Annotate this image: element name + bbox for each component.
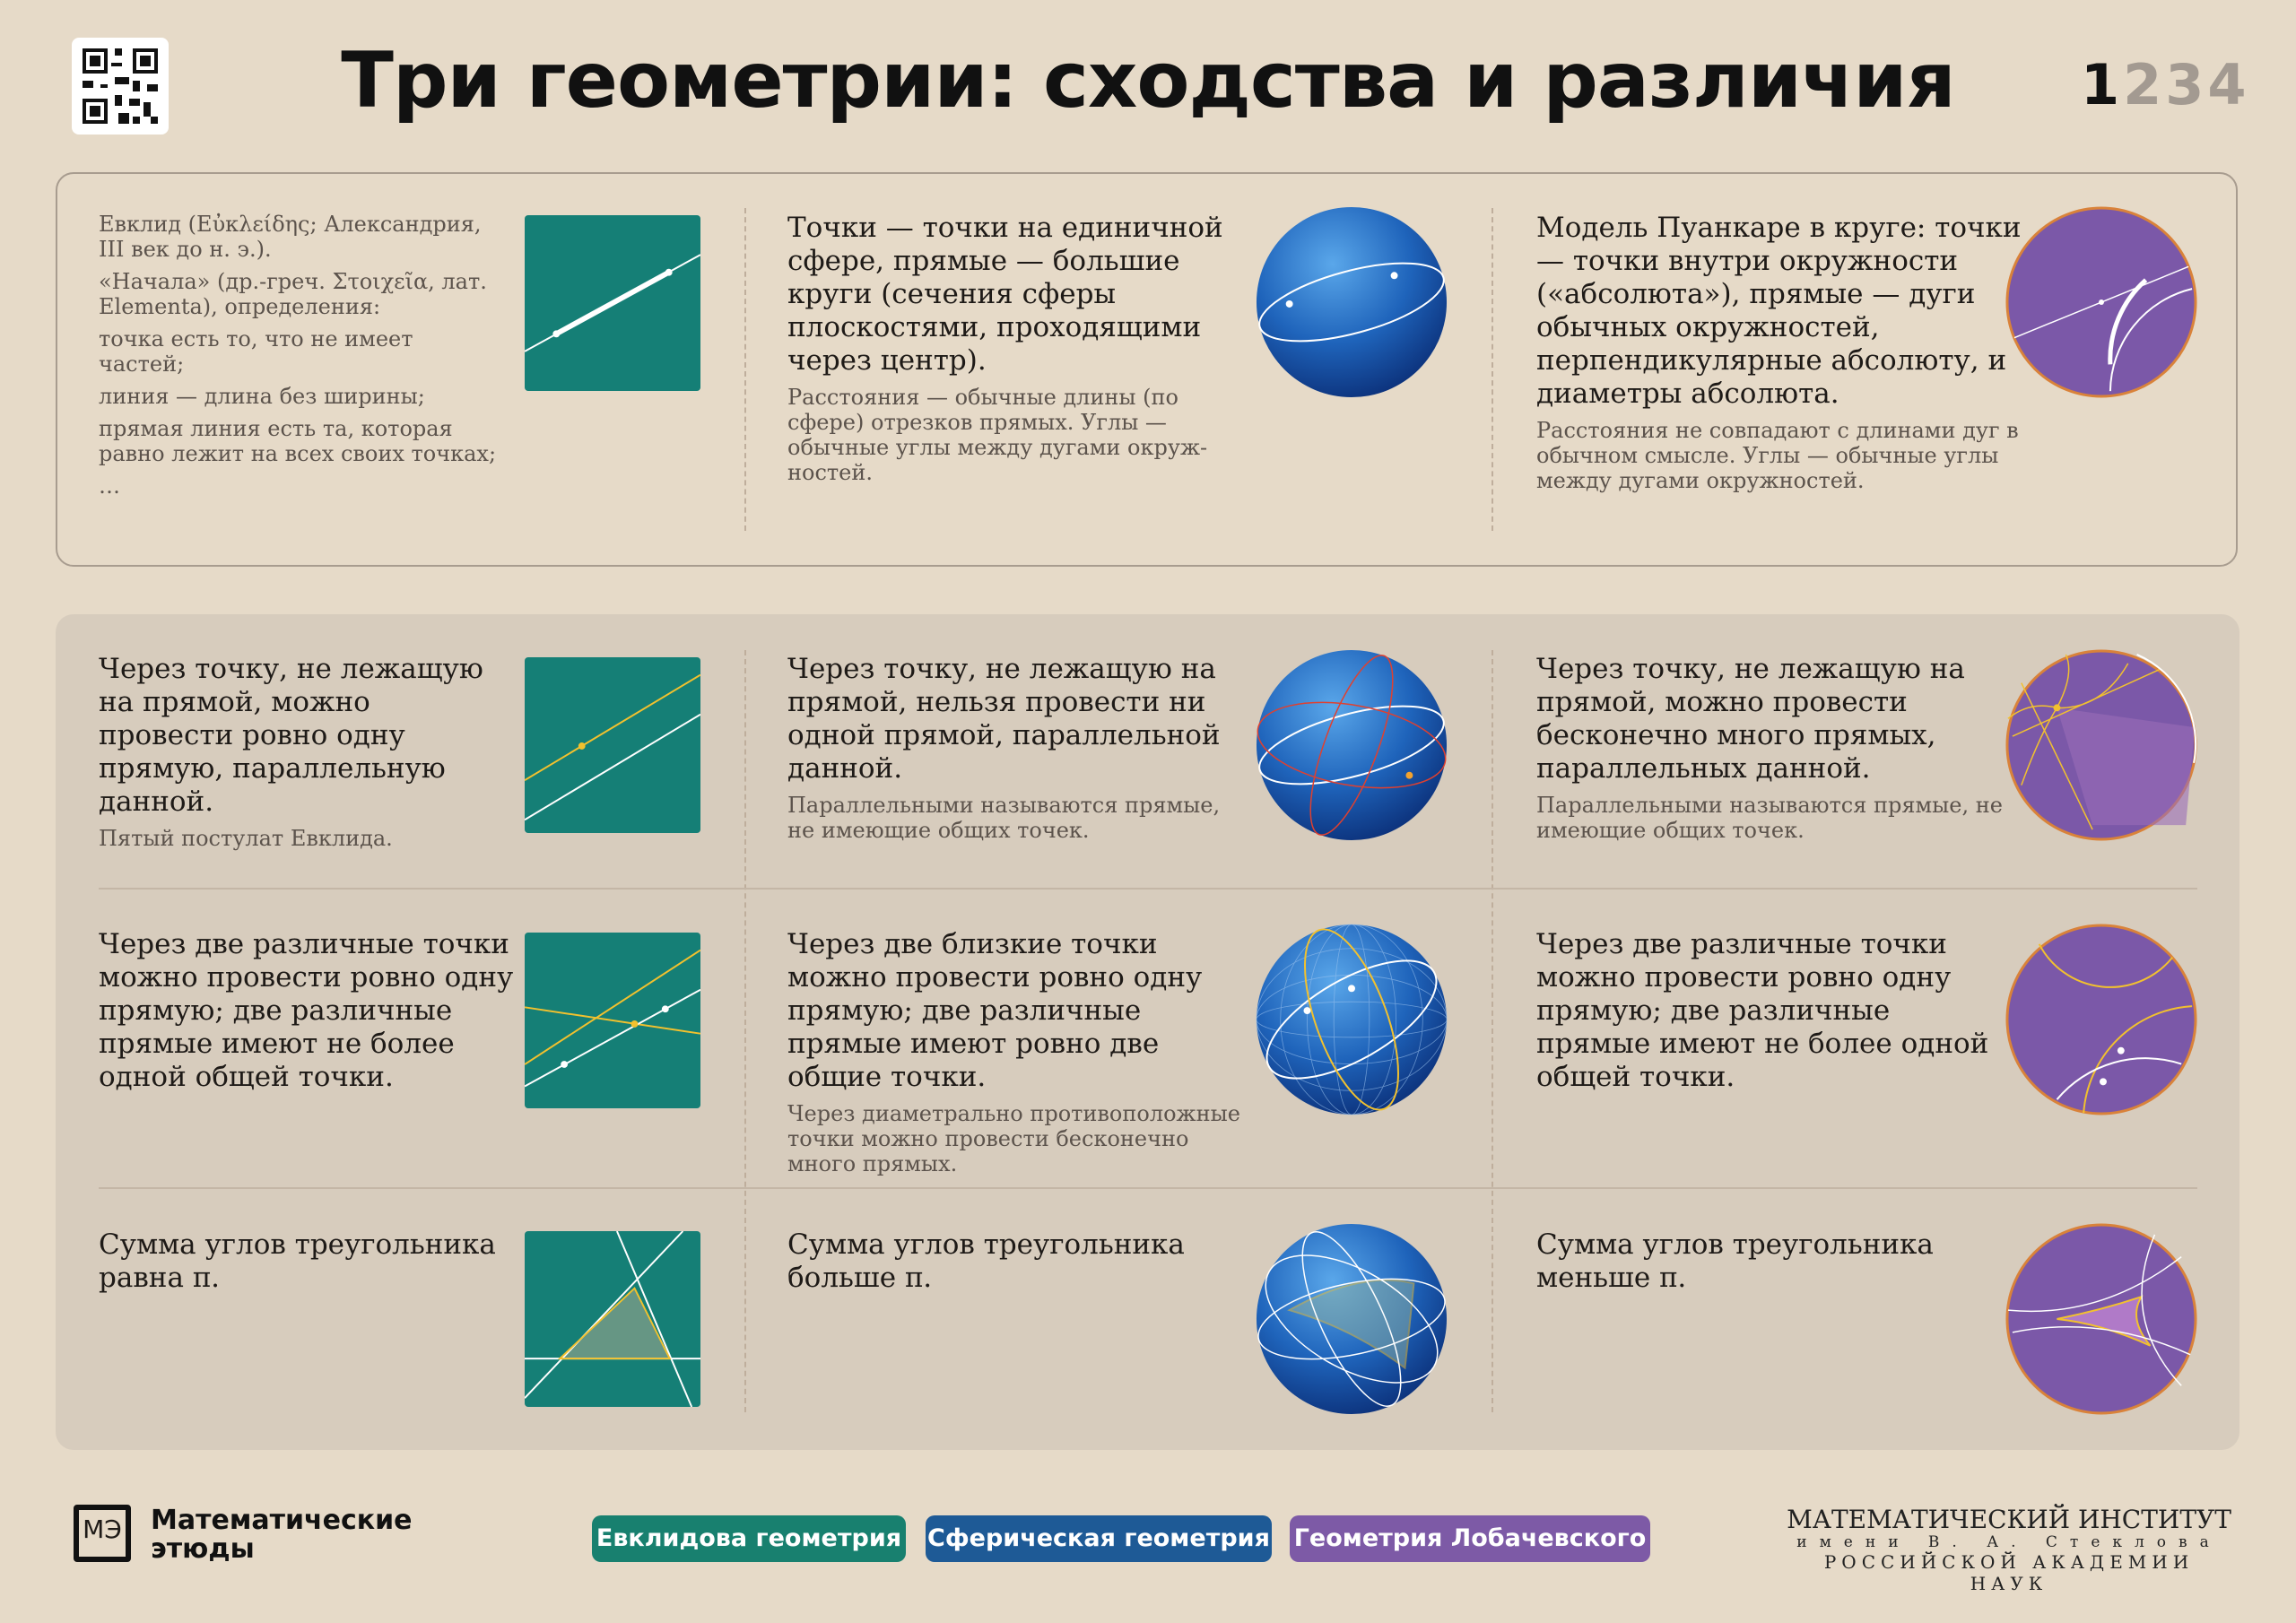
note: Параллельными называются прямые, не имею… — [1536, 793, 2003, 843]
note: Через диаметрально противополож­ные точк… — [787, 1101, 1240, 1176]
euclid-model-illustration — [525, 215, 700, 391]
column-divider — [1492, 208, 1493, 531]
row1-euclid-text: Через точку, не лежащую на прямой, можно… — [99, 653, 511, 851]
row3-lobachevsky-text: Сумма углов треугольника меньше π. — [1536, 1228, 2003, 1295]
sphere-model-illustration — [1256, 206, 1448, 398]
legend-euclid: Евклидова геометрия — [592, 1515, 906, 1562]
poincare-parallel-illustration — [2005, 649, 2197, 841]
note: Расстояния — обычные длины (по сфере) от… — [787, 385, 1208, 485]
statement: Сумма углов треугольника больше π. — [787, 1228, 1185, 1294]
row2-lobachevsky-text: Через две различные точки можно провести… — [1536, 928, 2003, 1094]
description: Точки — точки на единичной сфере, прямые… — [787, 212, 1223, 377]
row-divider — [99, 1187, 2197, 1189]
column-divider — [1492, 650, 1493, 1412]
row3-spherical-text: Сумма углов треугольника больше π. — [787, 1228, 1236, 1295]
row-divider — [99, 888, 2197, 890]
legend-lobachevsky: Геометрия Лобачевского — [1290, 1515, 1650, 1562]
legend-spherical: Сферическая геометрия — [926, 1515, 1272, 1562]
note: прямая линия есть та, которая равно лежи… — [99, 416, 497, 466]
statement: Через точку, не лежащую на прямой, нельз… — [787, 653, 1221, 785]
statement: Через точку, не лежащую на прямой, можно… — [99, 653, 483, 818]
statement: Через точку, не лежащую на прямой, можно… — [1536, 653, 1965, 785]
models-panel — [56, 172, 2238, 567]
statement: Сумма углов треугольника меньше π. — [1536, 1228, 1934, 1294]
column-divider — [744, 650, 746, 1412]
note: «Начала» (др.-греч. Στοιχεῖα, лат. Eleme… — [99, 269, 487, 319]
statement: Через две различные точки можно провести… — [99, 928, 514, 1093]
euclid-triangle-illustration — [525, 1231, 700, 1407]
note: Расстояния не совпадают с длинами дуг в … — [1536, 418, 2019, 493]
note: … — [99, 473, 120, 499]
column-divider — [744, 208, 746, 531]
note: линия — длина без ширины; — [99, 384, 425, 409]
statement: Сумма углов треугольника равна π. — [99, 1228, 496, 1294]
sphere-triangle-illustration — [1256, 1223, 1448, 1415]
logo-mark: МЭ — [74, 1505, 131, 1562]
description: Модель Пуанкаре в круге: точки — точки в… — [1536, 212, 2022, 410]
euclid-lines-illustration — [525, 933, 700, 1108]
note: Пятый постулат Евклида. — [99, 826, 393, 851]
qr-code — [72, 38, 169, 135]
statement: Через две близкие точки можно провести р… — [787, 928, 1203, 1093]
poincare-lines-illustration — [2005, 924, 2197, 1115]
sphere-lines-illustration — [1256, 924, 1448, 1115]
row1-spherical-text: Через точку, не лежащую на прямой, нельз… — [787, 653, 1236, 843]
note: Евклид (Εὐκλείδης; Александрия, III век … — [99, 212, 482, 262]
spherical-model-text: Точки — точки на единичной сфере, прямые… — [787, 212, 1236, 485]
current-page: 1 — [2081, 52, 2124, 117]
euclid-model-notes: Евклид (Εὐκλείδης; Александрия, III век … — [99, 212, 502, 506]
row2-spherical-text: Через две близкие точки можно провести р… — [787, 928, 1254, 1176]
sphere-parallel-illustration — [1256, 649, 1448, 841]
row3-euclid-text: Сумма углов треугольника равна π. — [99, 1228, 520, 1295]
statement: Через две различные точки можно провести… — [1536, 928, 1989, 1093]
poincare-disk-illustration — [2005, 206, 2197, 398]
institute-line: МАТЕМАТИЧЕСКИЙ ИНСТИТУТ — [1787, 1505, 2231, 1534]
row2-euclid-text: Через две различные точки можно провести… — [99, 928, 520, 1094]
institute-logo: МАТЕМАТИЧЕСКИЙ ИНСТИТУТ имени В. А. Стек… — [1785, 1505, 2233, 1595]
qr-code-icon — [83, 48, 158, 124]
lobachevsky-model-text: Модель Пуанкаре в круге: точки — точки в… — [1536, 212, 2039, 493]
page-title: Три геометрии: сходства и различия — [341, 36, 1955, 126]
poincare-triangle-illustration — [2005, 1223, 2197, 1415]
euclid-parallel-illustration — [525, 657, 700, 833]
properties-panel — [56, 614, 2239, 1450]
note: точка есть то, что не имеет частей; — [99, 326, 413, 377]
note: Параллельными называются прямые, не имею… — [787, 793, 1221, 843]
institute-line: РОССИЙСКОЙ АКАДЕМИИ НАУК — [1823, 1551, 2195, 1594]
logo-text: Математические этюды — [151, 1505, 413, 1565]
row1-lobachevsky-text: Через точку, не лежащую на прямой, можно… — [1536, 653, 2021, 843]
page-indicator[interactable]: 1234 — [2081, 52, 2250, 117]
other-pages[interactable]: 234 — [2123, 52, 2250, 117]
institute-line: имени В. А. Стеклова — [1796, 1533, 2222, 1551]
